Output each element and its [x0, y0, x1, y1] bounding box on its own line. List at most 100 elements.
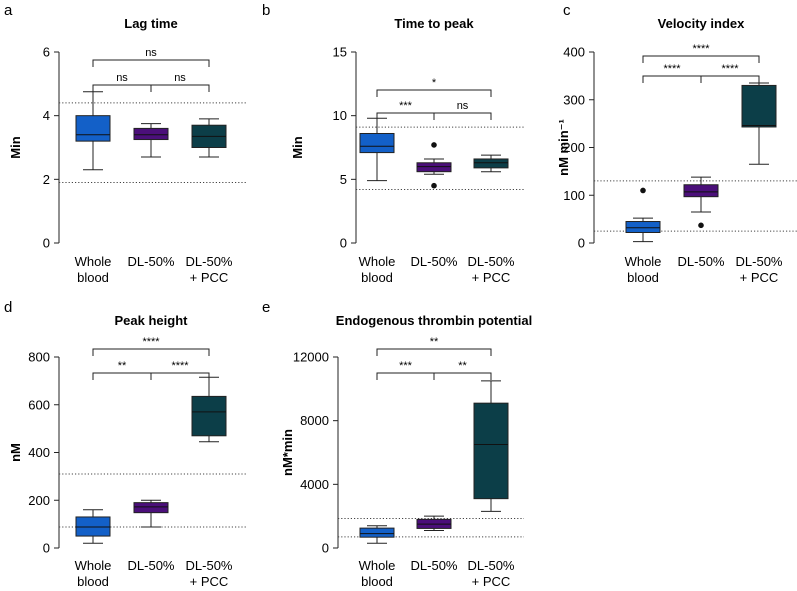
category-label: DL-50%: [128, 558, 175, 573]
box-3: DL-50%+ PCC: [186, 118, 233, 285]
significance-bracket: ns: [92, 72, 152, 92]
category-label: + PCC: [740, 270, 779, 285]
box-body: [359, 132, 395, 154]
category-label: blood: [361, 270, 393, 285]
significance-label: **: [118, 360, 127, 372]
significance-label: **: [458, 360, 467, 372]
bracket-line: [376, 89, 492, 97]
bracket-line: [433, 372, 492, 380]
y-tick-label: 6: [43, 45, 50, 60]
y-tick-label: 0: [43, 541, 50, 556]
y-tick-label: 800: [28, 350, 50, 365]
significance-bracket: ns: [150, 72, 210, 92]
category-label: DL-50%: [186, 254, 233, 269]
bracket-line: [376, 372, 435, 380]
category-label: + PCC: [472, 270, 511, 285]
significance-label: ****: [142, 336, 160, 348]
box-body: [75, 115, 111, 142]
significance-bracket: **: [433, 360, 492, 380]
significance-label: ns: [457, 100, 469, 112]
category-label: DL-50%: [468, 558, 515, 573]
significance-bracket: **: [376, 336, 492, 356]
category-label: DL-50%: [128, 254, 175, 269]
category-label: blood: [77, 574, 109, 589]
panel-c: c Velocity index nM min⁻¹ 0 100 200 300 400 Whol…: [556, 2, 797, 285]
y-tick-label: 400: [28, 445, 50, 460]
y-tick-label: 8000: [300, 413, 329, 428]
box-2: DL-50%: [411, 142, 458, 269]
y-tick-label: 15: [333, 45, 347, 60]
significance-label: ns: [116, 72, 128, 84]
y-axis-label: Min: [290, 136, 305, 158]
significance-label: ***: [399, 360, 413, 372]
bracket-line: [642, 55, 760, 63]
significance-bracket: ***: [376, 100, 435, 120]
box-2: DL-50%: [411, 515, 458, 573]
significance-label: ***: [399, 100, 413, 112]
bracket-line: [433, 112, 492, 120]
box-2: DL-50%: [128, 499, 175, 573]
y-tick-label: 2: [43, 172, 50, 187]
y-tick-label: 100: [563, 188, 585, 203]
significance-bracket: ****: [150, 360, 210, 380]
significance-label: *: [432, 77, 437, 89]
category-label: blood: [77, 270, 109, 285]
box-body: [133, 502, 169, 514]
significance-bracket: ****: [700, 63, 760, 83]
box-2: DL-50%: [128, 123, 175, 269]
y-tick-label: 200: [28, 493, 50, 508]
box-body: [683, 184, 719, 198]
significance-bracket: ns: [433, 100, 492, 120]
y-tick-label: 400: [563, 45, 585, 60]
significance-label: ****: [663, 63, 681, 75]
category-label: Whole: [359, 558, 396, 573]
box-body: [359, 527, 395, 538]
panel-letter: a: [4, 2, 13, 19]
box-3: DL-50%+ PCC: [186, 376, 233, 589]
y-tick-label: 600: [28, 397, 50, 412]
significance-label: ****: [692, 43, 710, 55]
bracket-line: [92, 372, 152, 380]
bracket-line: [376, 112, 435, 120]
bracket-line: [150, 372, 210, 380]
box-body: [741, 84, 777, 128]
category-label: DL-50%: [678, 254, 725, 269]
panel-letter: b: [262, 2, 270, 19]
category-label: DL-50%: [468, 254, 515, 269]
category-label: Whole: [625, 254, 662, 269]
panel-title: Endogenous thrombin potential: [336, 313, 532, 328]
y-tick-label: 10: [333, 108, 347, 123]
outlier-point: [431, 142, 437, 148]
category-label: DL-50%: [411, 558, 458, 573]
bracket-line: [92, 59, 210, 67]
y-tick-label: 300: [563, 92, 585, 107]
y-axis-label: nM min⁻¹: [556, 119, 571, 176]
significance-bracket: *: [376, 77, 492, 97]
y-tick-label: 0: [340, 236, 347, 251]
bracket-line: [376, 348, 492, 356]
panel-title: Time to peak: [394, 16, 474, 31]
significance-label: **: [430, 336, 439, 348]
category-label: Whole: [75, 254, 112, 269]
significance-bracket: ***: [376, 360, 435, 380]
category-label: + PCC: [472, 574, 511, 589]
category-label: + PCC: [190, 574, 229, 589]
bracket-line: [92, 84, 152, 92]
significance-label: ****: [721, 63, 739, 75]
significance-bracket: ****: [642, 43, 760, 63]
category-label: + PCC: [190, 270, 229, 285]
y-axis-label: nM*min: [280, 429, 295, 476]
category-label: DL-50%: [736, 254, 783, 269]
y-tick-label: 200: [563, 140, 585, 155]
box-3: DL-50%+ PCC: [468, 380, 515, 589]
y-axis-label: Min: [8, 136, 23, 158]
panel-title: Peak height: [115, 313, 189, 328]
panel-letter: c: [563, 2, 571, 19]
box-3: DL-50%+ PCC: [736, 82, 783, 285]
y-tick-label: 0: [322, 541, 329, 556]
